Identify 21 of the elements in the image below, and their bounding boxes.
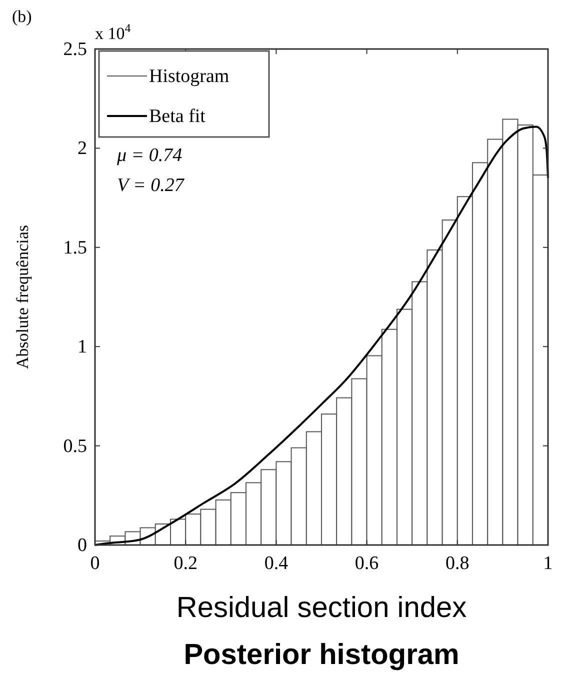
annotation: μ = 0.74 [116,145,183,166]
y-axis-title: Absolute frequências [13,225,32,369]
legend-label: Beta fit [149,106,206,127]
line-series [94,126,549,546]
annotation: V = 0.27 [117,175,186,196]
x-axis-title: Residual section index [176,592,468,624]
text: x 10$^{4}$ [95,21,131,43]
y-tick-label: 2.5 [63,39,87,60]
y-tick-label: 1 [78,336,87,358]
y-tick-label: 1.5 [63,237,87,258]
legend-label: Histogram [149,66,230,87]
x-tick-label: 0.6 [354,553,379,574]
x-tick-label: 0.2 [174,553,198,574]
x-tick-label: 0.8 [446,553,470,574]
y-tick-label: 2 [78,138,87,160]
x-tick-label: 0.4 [264,553,289,574]
text: Posterior histogram [184,639,460,671]
x-tick-label: 1 [543,553,553,574]
text: (b) [12,7,32,26]
y-tick-label: 0 [78,535,87,556]
y-tick-label: 0.5 [63,436,87,457]
